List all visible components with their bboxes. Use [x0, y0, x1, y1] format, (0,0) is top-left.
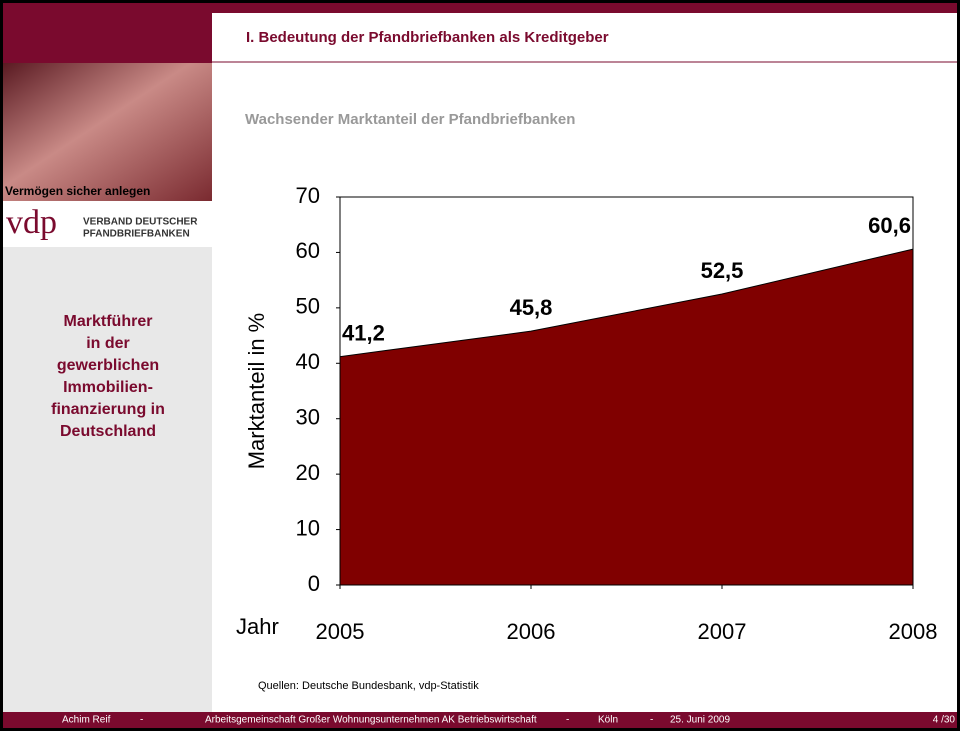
- y-tick-label: 50: [296, 294, 320, 319]
- chart-title: Wachsender Marktanteil der Pfandbriefban…: [245, 111, 575, 128]
- claim-line: gewerblichen: [57, 357, 159, 374]
- photo: [3, 63, 212, 201]
- y-tick-label: 20: [296, 460, 320, 485]
- y-tick-label: 60: [296, 238, 320, 263]
- corner-block: [3, 3, 212, 63]
- y-tick-label: 10: [296, 515, 320, 540]
- footer-item: -: [140, 715, 143, 726]
- x-tick-label: 2006: [507, 619, 556, 644]
- footer-bar: [3, 712, 957, 728]
- footer-item: Achim Reif: [62, 715, 111, 726]
- footer-item: -: [650, 715, 653, 726]
- claim: Marktführer in der gewerblichen Immobilien-…: [51, 313, 165, 440]
- top-band: [3, 3, 957, 13]
- claim-line: in der: [86, 335, 130, 352]
- area: [339, 248, 914, 586]
- y-tick-label: 40: [296, 349, 320, 374]
- footer-item: Köln: [598, 715, 618, 726]
- x-tick-label: 2007: [698, 619, 747, 644]
- page-number: 4 /30: [933, 715, 956, 726]
- value-label: 41,2: [342, 320, 385, 345]
- footer: Achim Reif - Arbeitsgemeinschaft Großer Wo…: [62, 715, 730, 726]
- x-tick-label: 2008: [889, 619, 938, 644]
- footer-item: Arbeitsgemeinschaft Großer Wohnungsunter…: [205, 715, 537, 726]
- y-tick-label: 30: [296, 405, 320, 430]
- footer-item: -: [566, 715, 569, 726]
- logo-area: [3, 201, 212, 247]
- logo-mark: vdp: [6, 204, 57, 241]
- footer-item: 25. Juni 2009: [670, 715, 730, 726]
- y-axis-label: Marktanteil in %: [244, 313, 269, 470]
- header-title: I. Bedeutung der Pfandbriefbanken als Kr…: [246, 29, 609, 46]
- value-label: 45,8: [510, 295, 553, 320]
- claim-line: finanzierung in: [51, 401, 165, 418]
- x-tick-label: 2005: [316, 619, 365, 644]
- claim-line: Marktführer: [64, 313, 153, 330]
- y-tick-label: 0: [308, 571, 320, 596]
- logo-line: PFANDBRIEFBANKEN: [83, 229, 190, 240]
- value-label: 52,5: [701, 258, 744, 283]
- source: Quellen: Deutsche Bundesbank, vdp-Statis…: [258, 680, 479, 692]
- claim-line: Deutschland: [60, 423, 156, 440]
- photo-caption: Vermögen sicher anlegen: [5, 184, 150, 198]
- y-tick-label: 70: [296, 183, 320, 208]
- logo-line: VERBAND DEUTSCHER: [83, 217, 198, 228]
- value-label: 60,6: [868, 213, 911, 238]
- x-axis-label: Jahr: [236, 614, 279, 639]
- sidebar: [3, 247, 212, 712]
- claim-line: Immobilien-: [63, 379, 153, 396]
